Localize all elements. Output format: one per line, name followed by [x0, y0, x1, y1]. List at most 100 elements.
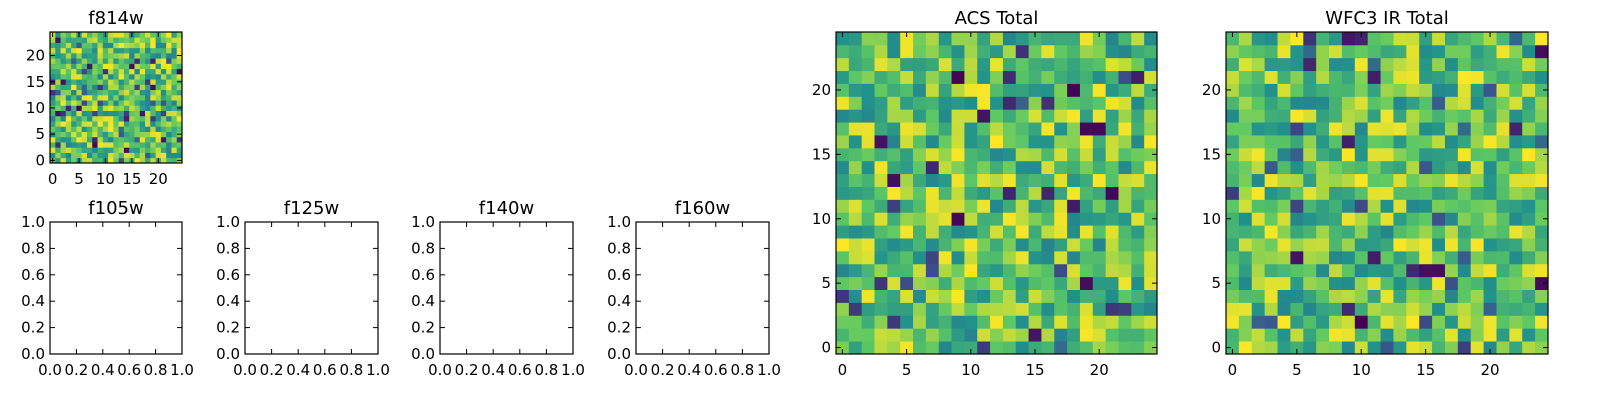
heatmap-cell [1015, 212, 1029, 226]
heatmap-cell [1522, 186, 1536, 200]
heatmap-cell [108, 52, 114, 59]
heatmap-cell [861, 147, 875, 162]
axes-frame [1225, 31, 1549, 355]
heatmap-cell [977, 83, 991, 97]
heatmap-cell [990, 186, 1004, 200]
heatmap-cell [76, 115, 83, 122]
heatmap-cell [964, 160, 978, 175]
heatmap-cell [1509, 250, 1523, 265]
heatmap-cell [964, 147, 978, 162]
heatmap-cell [134, 79, 141, 85]
heatmap-cell [1002, 289, 1017, 303]
heatmap-cell [1380, 199, 1394, 213]
heatmap-cell [1028, 263, 1042, 278]
heatmap-cell [990, 160, 1004, 175]
heatmap-cell [1354, 109, 1369, 123]
heatmap-cell [1079, 83, 1094, 97]
heatmap-cell [171, 32, 178, 38]
heatmap-cell [964, 83, 978, 97]
heatmap-cell [1496, 328, 1510, 342]
heatmap-cell [1303, 57, 1317, 72]
heatmap-cell [160, 73, 167, 80]
y-tick-label: 1.0 [21, 213, 45, 231]
heatmap-cell [102, 79, 109, 85]
heatmap-cell [1118, 225, 1132, 239]
heatmap-cell [118, 152, 125, 159]
heatmap-cell [166, 94, 172, 101]
heatmap-cell [951, 276, 965, 290]
heatmap-cell [1316, 83, 1330, 97]
heatmap-cell [123, 157, 130, 164]
heatmap-cell [1509, 57, 1523, 72]
heatmap-cell [1367, 83, 1381, 97]
heatmap-cell [102, 121, 109, 127]
heatmap-cell [1522, 212, 1536, 226]
heatmap-cell [129, 52, 135, 59]
heatmap-cell [1470, 70, 1484, 84]
heatmap-cell [1277, 160, 1291, 175]
heatmap-cell [171, 136, 178, 143]
heatmap-cell [1264, 147, 1278, 162]
heatmap-cell [145, 152, 151, 159]
heatmap-cell [86, 152, 93, 159]
heatmap-cell [1002, 263, 1017, 278]
heatmap-cell [1354, 173, 1369, 187]
heatmap-cell [166, 100, 172, 106]
heatmap-cell [1496, 238, 1510, 252]
heatmap-cell [977, 341, 991, 355]
heatmap-cell [71, 47, 77, 54]
heatmap-cell [1131, 135, 1145, 149]
heatmap-cell [990, 212, 1004, 226]
heatmap-cell [1277, 328, 1291, 342]
heatmap-cell [134, 157, 141, 164]
heatmap-cell [1079, 32, 1094, 46]
heatmap-cell [990, 109, 1004, 123]
heatmap-cell [50, 100, 56, 106]
heatmap-cell [123, 147, 130, 153]
heatmap-cell [848, 212, 863, 226]
heatmap-cell [50, 110, 56, 117]
heatmap-cell [1522, 96, 1536, 110]
heatmap-cell [1041, 32, 1055, 46]
heatmap-cell [1238, 173, 1253, 187]
heatmap-cell [1131, 173, 1145, 187]
heatmap-cell [150, 152, 156, 159]
heatmap-cell [134, 73, 141, 80]
heatmap-cell [139, 142, 146, 148]
heatmap-cell [1277, 250, 1291, 265]
heatmap-cell [123, 131, 130, 138]
heatmap-cell [1067, 315, 1081, 329]
heatmap-cell [900, 32, 914, 46]
heatmap-cell [129, 79, 135, 85]
heatmap-cell [86, 100, 93, 106]
heatmap-cell [1483, 250, 1497, 265]
heatmap-cell [1341, 70, 1356, 84]
heatmap-cell [97, 136, 104, 143]
heatmap-cell [1251, 135, 1266, 149]
heatmap-cell [113, 37, 120, 43]
heatmap-cell [1015, 160, 1029, 175]
heatmap-cell [900, 276, 914, 290]
heatmap-cell [1432, 225, 1446, 239]
heatmap-cell [938, 263, 952, 278]
heatmap-cell [951, 263, 965, 278]
heatmap-cell [977, 32, 991, 46]
heatmap-cell [1067, 302, 1081, 316]
heatmap-cell [1496, 122, 1510, 136]
heatmap-cell [1144, 199, 1158, 213]
heatmap-cell [1341, 250, 1356, 265]
heatmap-cell [65, 157, 72, 164]
heatmap-cell [118, 58, 125, 64]
heatmap-cell [1354, 328, 1369, 342]
heatmap-cell [1444, 83, 1459, 97]
heatmap-cell [848, 109, 863, 123]
heatmap-cell [848, 341, 863, 355]
heatmap-cell [81, 110, 88, 117]
heatmap-cell [118, 147, 125, 153]
heatmap-cell [1131, 341, 1145, 355]
heatmap-cell [1509, 225, 1523, 239]
heatmap-cell [176, 152, 183, 159]
heatmap-cell [1290, 109, 1304, 123]
heatmap-cell [1329, 96, 1343, 110]
heatmap-cell [1329, 44, 1343, 59]
